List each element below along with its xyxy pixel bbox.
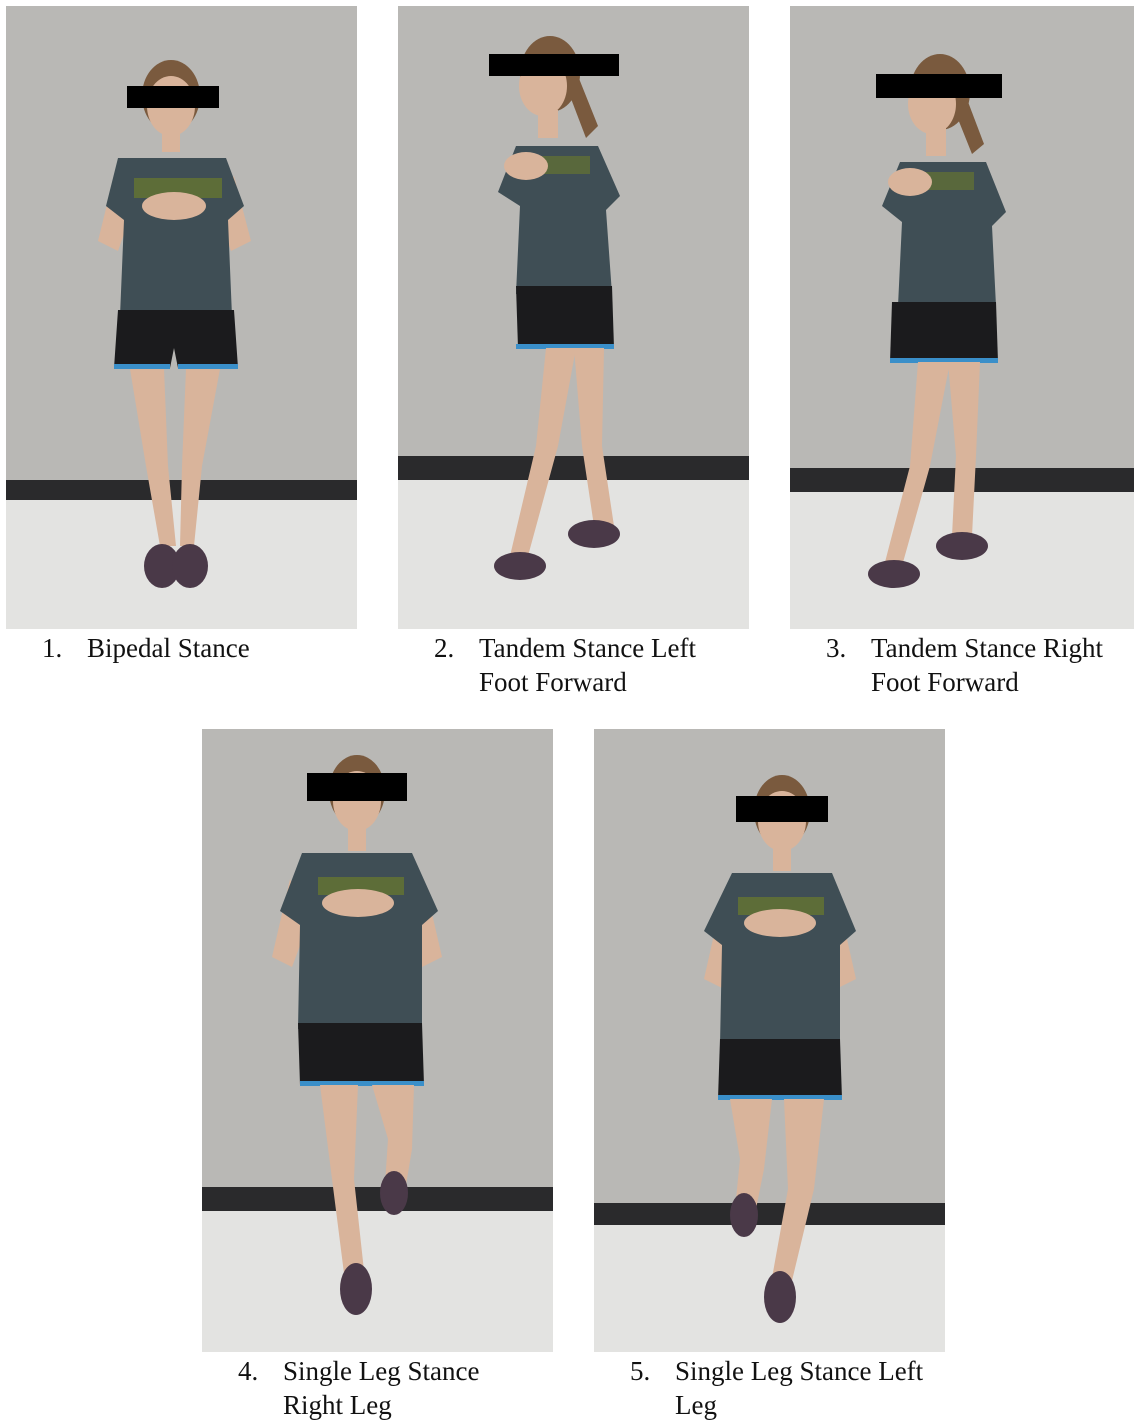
caption-line: Tandem Stance Right [871, 633, 1104, 663]
censor-bar [876, 74, 1002, 98]
caption-number: 2. [434, 633, 455, 663]
censor-bar [736, 796, 828, 822]
photo-single-leg-right [202, 729, 553, 1352]
single-leg-left-illustration [594, 729, 945, 1352]
caption-text: Single Leg Stance Right Leg [283, 1354, 479, 1422]
photo-bipedal-stance [6, 6, 357, 629]
caption-line: Single Leg Stance [283, 1356, 480, 1386]
caption-line: Tandem Stance Left [479, 633, 697, 663]
caption-line: Foot Forward [871, 667, 1019, 697]
censor-bar [307, 773, 407, 801]
caption-number: 1. [42, 633, 63, 663]
single-leg-right-illustration [202, 729, 553, 1352]
bipedal-stance-illustration [6, 6, 357, 629]
caption-line: Foot Forward [479, 667, 627, 697]
censor-bar [127, 86, 219, 108]
tandem-left-illustration [398, 6, 749, 629]
caption-line: Right Leg [283, 1390, 392, 1420]
caption-line: Leg [675, 1390, 717, 1420]
photo-single-leg-left [594, 729, 945, 1352]
censor-bar [489, 54, 619, 76]
caption-text: Bipedal Stance [87, 631, 250, 665]
caption-line: Single Leg Stance Left [675, 1356, 924, 1386]
caption-text: Tandem Stance Right Foot Forward [871, 631, 1103, 699]
caption-number: 3. [826, 633, 847, 663]
photo-tandem-left [398, 6, 749, 629]
caption-text: Single Leg Stance Left Leg [675, 1354, 923, 1422]
photo-tandem-right [790, 6, 1134, 629]
caption-line: Bipedal Stance [87, 633, 250, 663]
caption-number: 4. [238, 1356, 259, 1386]
caption-number: 5. [630, 1356, 651, 1386]
tandem-right-illustration [790, 6, 1134, 629]
caption-text: Tandem Stance Left Foot Forward [479, 631, 696, 699]
